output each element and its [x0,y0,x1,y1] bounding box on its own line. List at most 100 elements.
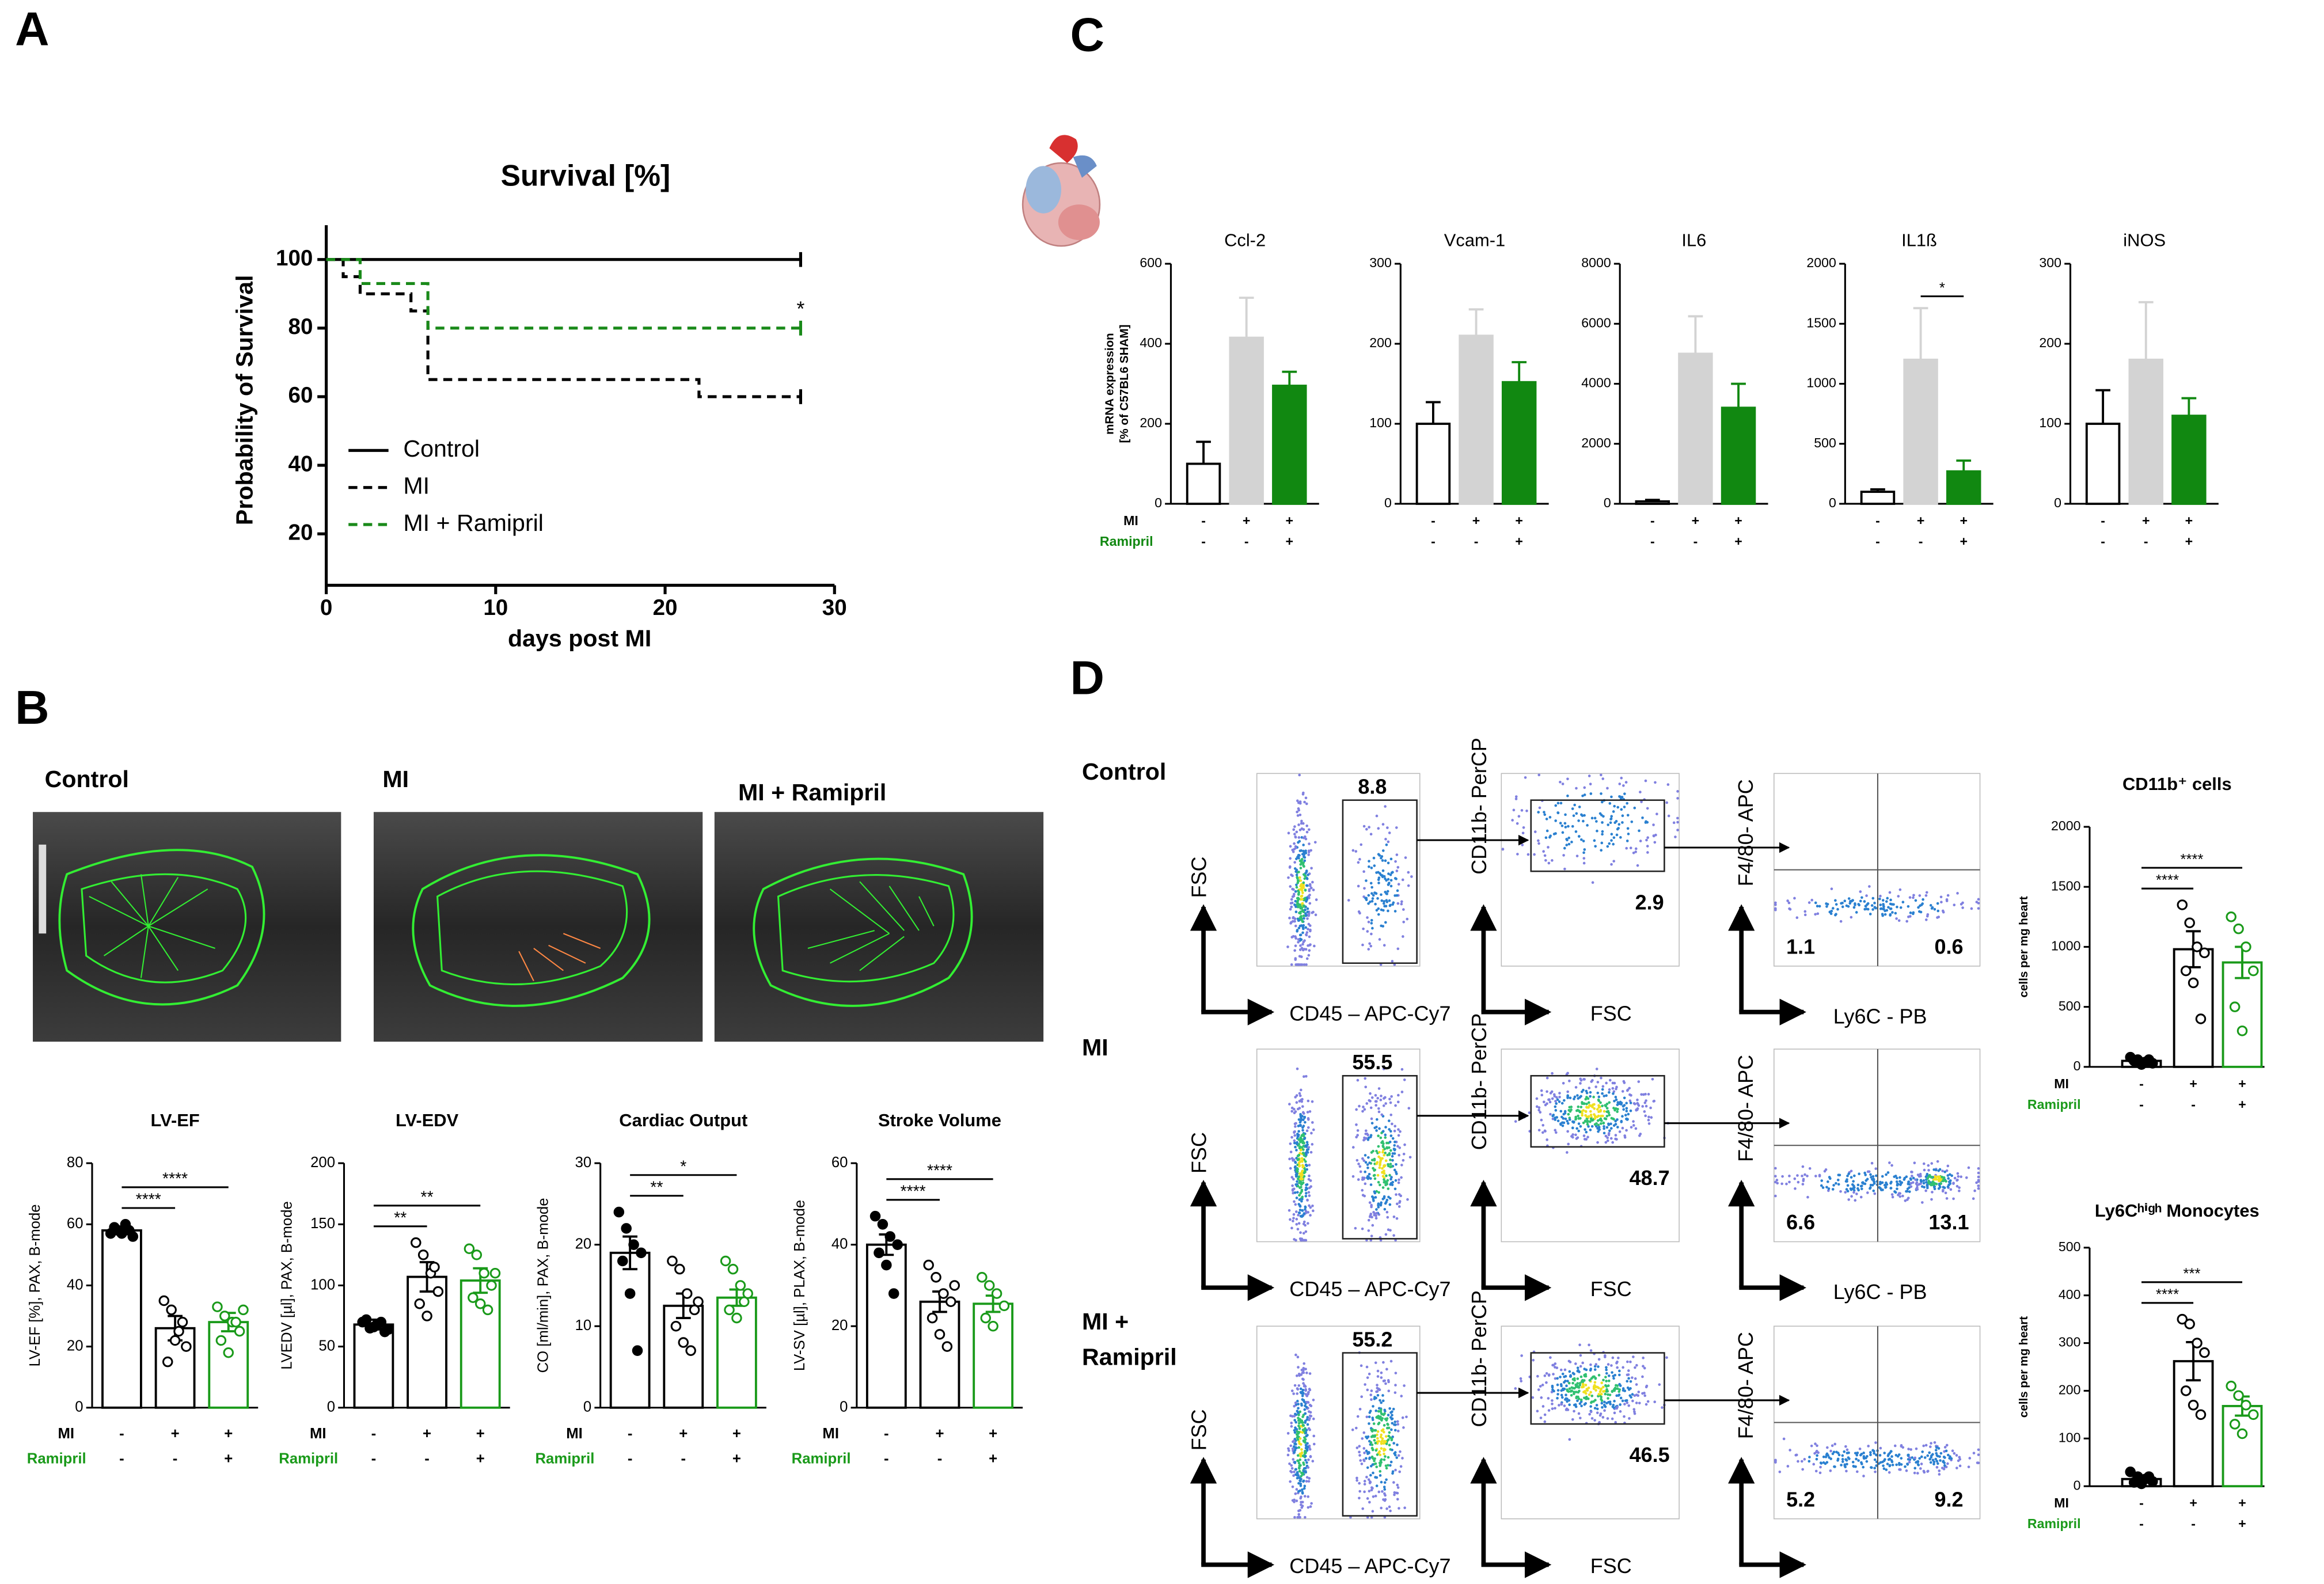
event-dot [1287,831,1290,835]
event-dot [1866,902,1870,905]
event-dot [1917,906,1920,909]
event-dot [1607,1379,1611,1382]
event-dot [1401,1457,1404,1460]
event-dot [1794,1453,1798,1457]
event-dot [1300,1183,1303,1186]
event-dot [1292,1187,1296,1191]
event-dot [1642,1365,1645,1368]
bar [407,1275,447,1409]
event-dot [1302,905,1305,908]
event-dot [1855,1192,1858,1195]
event-dot [1292,1220,1294,1222]
event-dot [1602,1122,1605,1125]
event-dot [1298,1464,1301,1467]
event-dot [1554,1105,1557,1108]
event-dot [1398,1153,1400,1157]
event-dot [1304,1458,1307,1462]
event-dot [1579,1375,1583,1378]
event-dot [1289,857,1292,860]
event-dot [1377,1417,1381,1420]
y-tick-label: 80 [288,314,313,339]
event-dot [1297,1203,1301,1206]
event-dot [1402,1152,1406,1156]
group-sign: + [2142,513,2150,528]
event-dot [1290,1422,1293,1425]
event-dot [1852,906,1856,909]
event-dot [1356,1415,1360,1418]
legend-label: MI [403,473,430,499]
event-dot [1296,1434,1300,1438]
event-dot [1591,881,1594,884]
event-dot [1304,1467,1307,1470]
event-dot [1880,907,1883,910]
event-dot [1895,1180,1898,1183]
event-dot [1377,1191,1380,1194]
event-dot [1643,1110,1646,1113]
event-dot [1393,1423,1396,1426]
event-dot [1358,858,1361,861]
event-dot [1583,786,1586,789]
event-dot [1855,911,1858,914]
event-dot [1626,802,1629,805]
event-dot [1307,1495,1310,1498]
event-dot [1596,1081,1600,1084]
event-dot [1387,1380,1390,1384]
event-dot [1296,1459,1299,1463]
event-dot [1381,1394,1384,1397]
event-dot [1298,800,1302,803]
event-dot [1944,1191,1947,1195]
group-sign: + [1960,513,1968,528]
event-dot [1586,824,1589,827]
event-dot [1370,1515,1373,1519]
data-point [215,1335,227,1346]
event-dot [1955,1467,1958,1469]
y-tick-label: 0 [2074,1058,2081,1073]
event-dot [1945,1197,1949,1200]
event-dot [1562,854,1565,857]
event-dot [1867,1445,1870,1448]
event-dot [1303,1408,1307,1411]
event-dot [1293,833,1296,835]
event-dot [1294,1175,1298,1178]
event-dot [1571,1372,1575,1375]
event-dot [1626,1380,1629,1383]
event-dot [1300,1471,1303,1475]
event-dot [1658,1383,1661,1386]
event-dot [1301,891,1304,894]
event-dot [1573,1392,1575,1396]
event-dot [1803,910,1807,913]
group-sign: + [1515,534,1523,549]
event-dot [1638,829,1641,833]
event-dot [1977,1175,1980,1179]
event-dot [1296,1411,1300,1414]
event-dot [1581,1102,1584,1106]
event-dot [1932,1186,1936,1188]
event-dot [1824,1455,1828,1458]
event-dot [1552,1373,1555,1376]
event-dot [1359,1170,1362,1173]
event-dot [1312,888,1315,891]
event-dot [1362,1106,1365,1108]
data-point [2226,911,2236,922]
event-dot [1592,1400,1595,1403]
event-dot [1577,1097,1580,1100]
event-dot [1870,1161,1874,1165]
event-dot [1616,1406,1619,1409]
event-dot [1545,818,1548,821]
event-dot [1294,1353,1297,1357]
event-dot [1873,1180,1876,1184]
event-dot [1774,901,1777,905]
event-dot [1383,1452,1385,1456]
event-dot [1293,1200,1296,1203]
event-dot [1939,1452,1943,1455]
event-dot [1589,1369,1592,1372]
event-dot [1635,1108,1638,1112]
event-dot [1357,910,1361,913]
group-sign: + [732,1451,741,1467]
event-dot [1308,1388,1311,1391]
event-dot [1368,1172,1371,1176]
event-dot [1676,821,1679,824]
event-dot [1555,1102,1558,1105]
event-dot [1605,1103,1609,1106]
event-dot [1866,1170,1870,1173]
